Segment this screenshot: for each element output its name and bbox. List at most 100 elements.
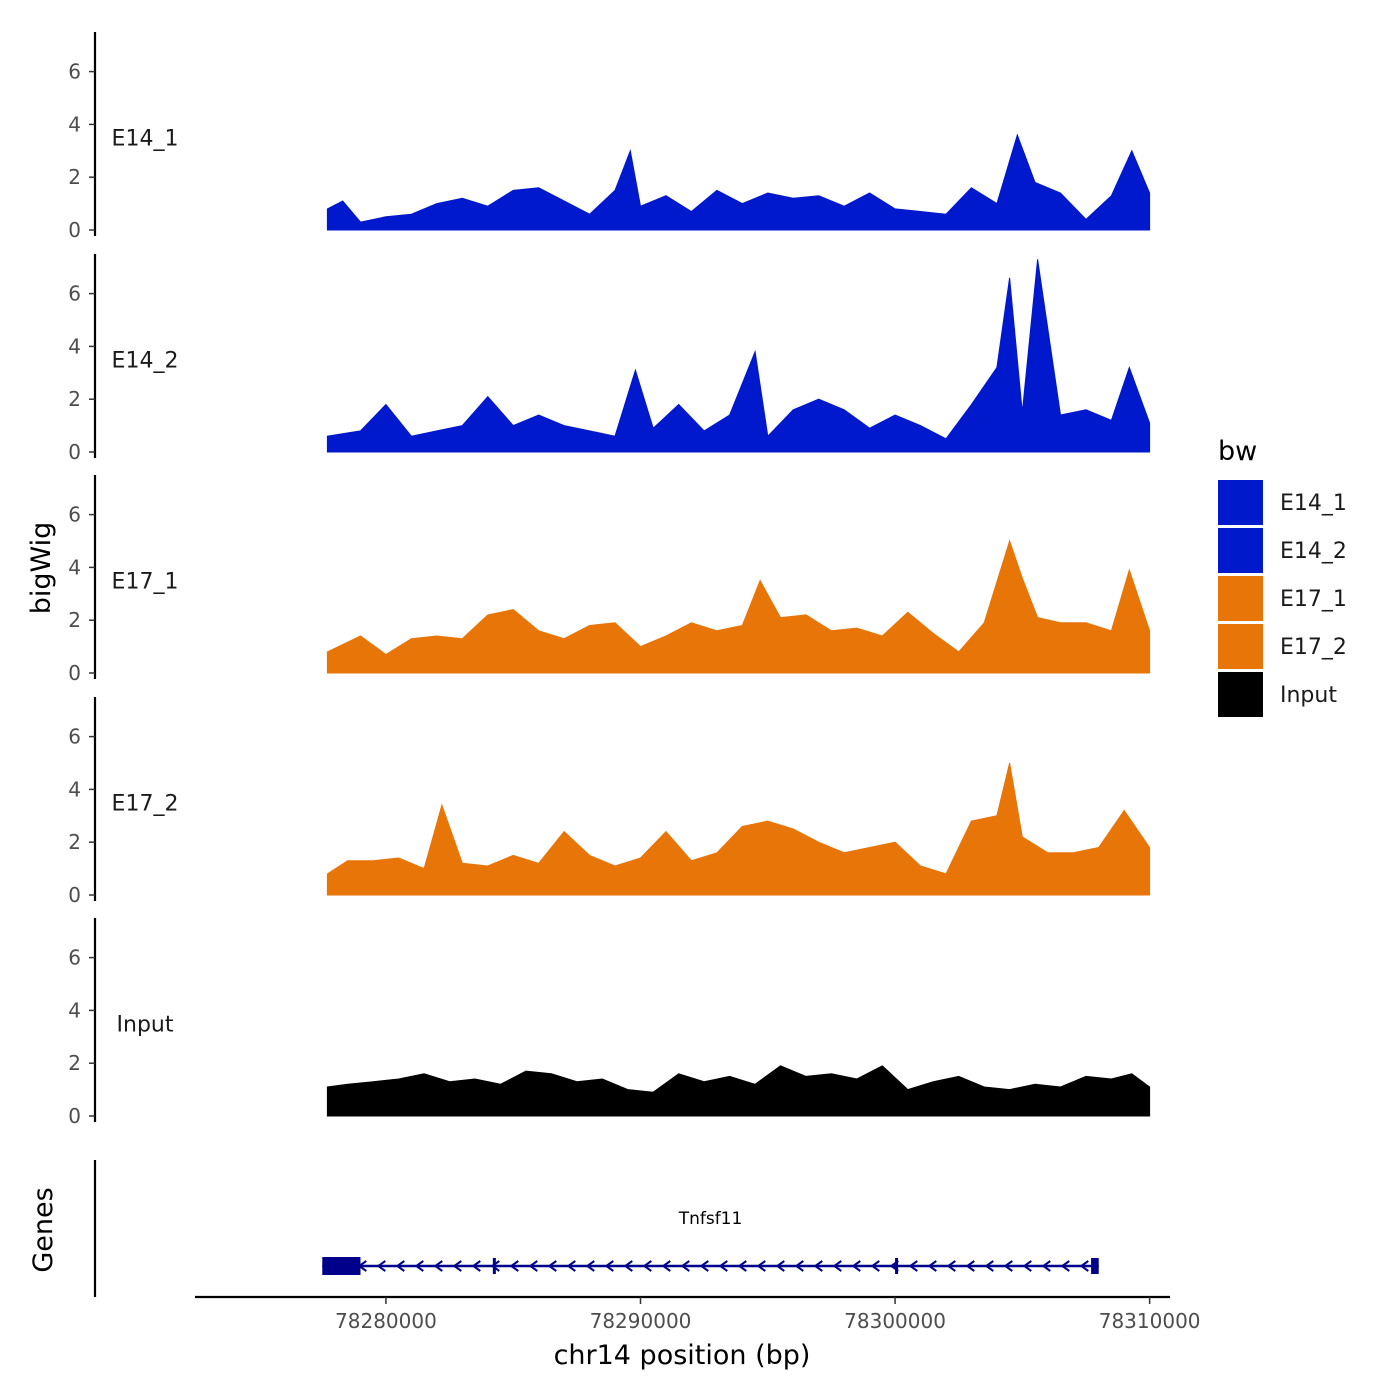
y-tick-label: 0 <box>68 883 81 907</box>
strand-arrow <box>395 1260 405 1272</box>
strand-arrow <box>965 1260 975 1272</box>
legend: bw E14_1 E14_2 E17_1 E17_2 Input <box>1218 436 1347 717</box>
legend-label: E14_2 <box>1280 539 1347 564</box>
genes-axis-title: Genes <box>28 1187 59 1272</box>
legend-swatch <box>1218 528 1263 573</box>
signal-area <box>326 1065 1151 1117</box>
strand-arrow <box>604 1260 614 1272</box>
signal-area <box>326 133 1151 231</box>
gene-exon <box>355 1258 361 1274</box>
strand-arrow <box>452 1260 462 1272</box>
strand-arrow <box>547 1260 557 1272</box>
strand-arrow <box>509 1260 519 1272</box>
legend-label: E17_1 <box>1280 587 1347 612</box>
y-tick-label: 0 <box>68 1104 81 1128</box>
y-tick-label: 2 <box>68 165 81 189</box>
y-tick-label: 2 <box>68 830 81 854</box>
track-e14-2: 0 2 4 6 E14_2 <box>68 254 1151 464</box>
genes-panel: Tnfsf11 <box>93 1160 1099 1297</box>
legend-swatch <box>1218 576 1263 621</box>
strand-arrow <box>775 1260 785 1272</box>
gene-exon <box>1091 1258 1099 1274</box>
strand-arrow <box>528 1260 538 1272</box>
track-label: Input <box>117 1013 174 1038</box>
track-label: E17_1 <box>112 570 179 595</box>
gene-cds-block <box>322 1257 361 1275</box>
x-axis: 78280000 78290000 78300000 78310000 <box>195 1295 1201 1333</box>
gene-tnfsf11: Tnfsf11 <box>322 1209 1099 1275</box>
track-e14-1: 0 2 4 6 E14_1 <box>68 32 1151 242</box>
gene-name-label: Tnfsf11 <box>678 1209 743 1229</box>
strand-arrow <box>642 1260 652 1272</box>
track-label: E14_1 <box>112 127 179 152</box>
strand-arrow <box>1003 1260 1013 1272</box>
strand-arrow <box>756 1260 766 1272</box>
strand-arrow <box>737 1260 747 1272</box>
signal-area <box>326 762 1151 896</box>
legend-swatch <box>1218 672 1263 717</box>
y-tick-label: 4 <box>68 112 81 136</box>
y-tick-label: 0 <box>68 218 81 242</box>
signal-area <box>326 259 1151 453</box>
strand-arrow <box>946 1260 956 1272</box>
strand-arrow <box>1022 1260 1032 1272</box>
strand-arrow <box>813 1260 823 1272</box>
y-tick-label: 4 <box>68 334 81 358</box>
strand-arrow <box>794 1260 804 1272</box>
y-tick-label: 6 <box>68 60 81 84</box>
legend-label: E14_1 <box>1280 491 1347 516</box>
y-tick-label: 0 <box>68 440 81 464</box>
track-e17-1: 0 2 4 6 E17_1 <box>68 475 1151 685</box>
strand-arrow <box>718 1260 728 1272</box>
strand-arrow <box>851 1260 861 1272</box>
y-tick-label: 6 <box>68 946 81 970</box>
y-tick-label: 2 <box>68 608 81 632</box>
strand-arrow <box>832 1260 842 1272</box>
strand-arrow <box>984 1260 994 1272</box>
strand-arrow <box>566 1260 576 1272</box>
track-label: E17_2 <box>112 792 179 817</box>
track-label: E14_2 <box>112 349 179 374</box>
strand-arrow <box>680 1260 690 1272</box>
y-tick-label: 2 <box>68 1051 81 1075</box>
track-input: 0 2 4 6 Input <box>68 918 1151 1128</box>
strand-arrow <box>870 1260 880 1272</box>
strand-arrow <box>699 1260 709 1272</box>
x-tick-label: 78310000 <box>1099 1309 1201 1333</box>
x-tick-label: 78290000 <box>590 1309 692 1333</box>
y-tick-label: 6 <box>68 503 81 527</box>
x-axis-title: chr14 position (bp) <box>554 1340 811 1371</box>
y-tick-label: 4 <box>68 777 81 801</box>
y-tick-label: 4 <box>68 555 81 579</box>
x-tick-label: 78300000 <box>844 1309 946 1333</box>
legend-label: E17_2 <box>1280 635 1347 660</box>
track-e17-2: 0 2 4 6 E17_2 <box>68 697 1151 907</box>
legend-label: Input <box>1280 683 1337 708</box>
y-tick-label: 4 <box>68 998 81 1022</box>
strand-arrow <box>1079 1260 1089 1272</box>
strand-arrow <box>661 1260 671 1272</box>
y-tick-label: 6 <box>68 725 81 749</box>
tracks-group: 0 2 4 6 E14_1 0 2 4 6 E14_2 0 2 4 6 E17_1 0 2 4 6 E17_2 0 2 4 6… <box>68 32 1151 1128</box>
strand-arrow <box>433 1260 443 1272</box>
strand-arrow <box>927 1260 937 1272</box>
y-axis-title: bigWig <box>26 522 57 615</box>
signal-area <box>326 539 1151 674</box>
gene-exon <box>492 1258 496 1274</box>
strand-arrow <box>471 1260 481 1272</box>
strand-arrow <box>1041 1260 1051 1272</box>
legend-swatch <box>1218 480 1263 525</box>
gene-exon <box>895 1258 899 1274</box>
strand-arrow <box>908 1260 918 1272</box>
strand-arrow <box>623 1260 633 1272</box>
strand-arrow <box>414 1260 424 1272</box>
x-tick-label: 78280000 <box>335 1309 437 1333</box>
strand-arrow <box>376 1260 386 1272</box>
y-tick-label: 0 <box>68 661 81 685</box>
strand-arrow <box>490 1260 500 1272</box>
y-tick-label: 2 <box>68 387 81 411</box>
legend-title: bw <box>1218 436 1257 467</box>
strand-arrow <box>1060 1260 1070 1272</box>
legend-swatch <box>1218 624 1263 669</box>
